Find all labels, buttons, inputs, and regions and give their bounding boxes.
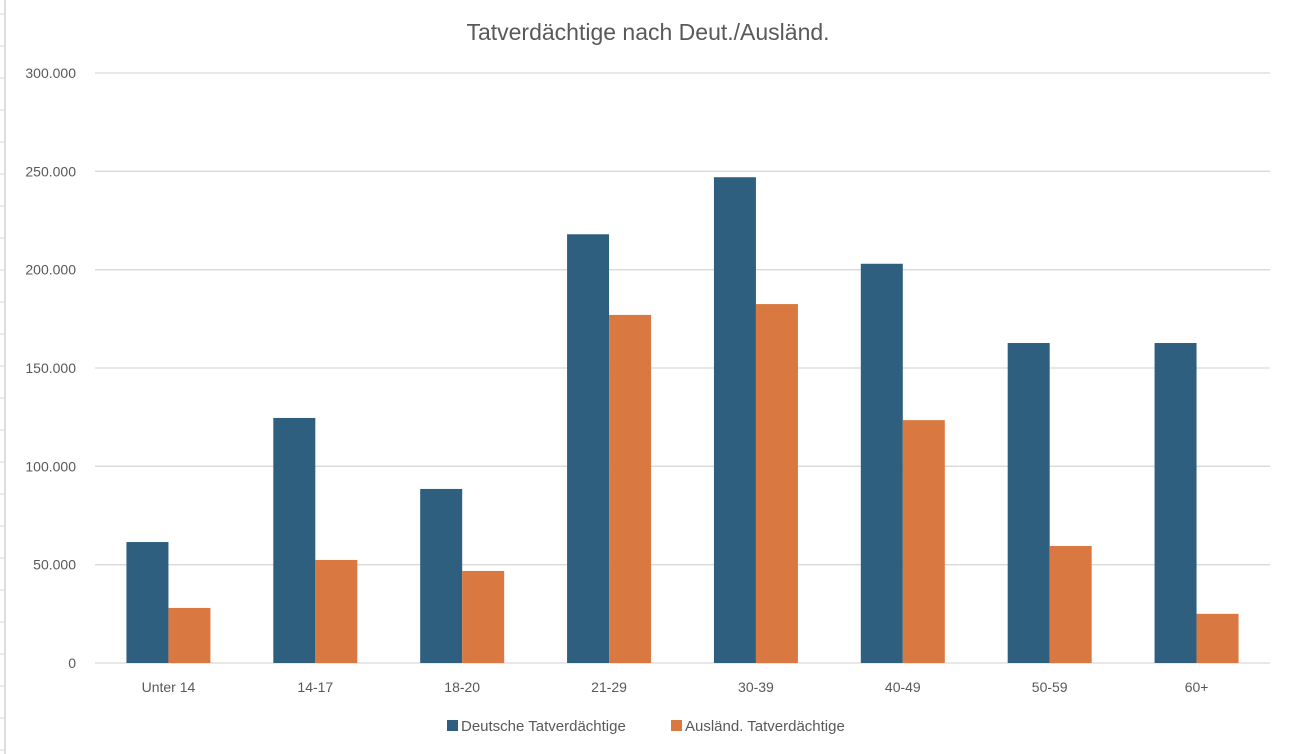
legend: Deutsche Tatverdächtige Ausländ. Tatverd… xyxy=(447,718,845,735)
bar-auslaend-18-20 xyxy=(462,570,505,663)
x-axis-ticks: Unter 14 14-17 18-20 21-29 30-39 40-49 50-59 60… xyxy=(142,679,1209,695)
y-tick-label: 150.000 xyxy=(25,360,76,376)
bar-deutsche-30-39 xyxy=(713,177,756,663)
y-tick-label: 50.000 xyxy=(33,557,76,573)
legend-label-deutsche: Deutsche Tatverdächtige xyxy=(461,718,626,735)
x-tick-label: 50-59 xyxy=(1032,679,1068,695)
gridlines xyxy=(95,72,1270,664)
bar-auslaend-50-59 xyxy=(1049,545,1092,663)
x-tick-label: 30-39 xyxy=(738,679,774,695)
x-tick-label: 21-29 xyxy=(591,679,627,695)
bar-deutsche-21-29 xyxy=(567,234,610,663)
y-axis-ticks: 0 50.000 100.000 150.000 200.000 250.000 300.0… xyxy=(25,65,76,671)
legend-label-auslaend: Ausländ. Tatverdächtige xyxy=(685,718,845,735)
y-tick-label: 200.000 xyxy=(25,262,76,278)
legend-swatch-deutsche xyxy=(447,720,458,731)
bar-auslaend-21-29 xyxy=(609,314,652,663)
x-tick-label: 18-20 xyxy=(444,679,480,695)
legend-swatch-auslaend xyxy=(671,720,682,731)
bar-deutsche-14-17 xyxy=(273,417,316,663)
x-tick-label: 14-17 xyxy=(297,679,333,695)
bar-auslaend-40-49 xyxy=(902,420,945,663)
bar-deutsche-18-20 xyxy=(420,488,463,663)
bar-auslaend-unter-14 xyxy=(168,607,211,663)
bar-deutsche-40-49 xyxy=(860,263,903,663)
chart-title: Tatverdächtige nach Deut./Ausländ. xyxy=(466,19,829,45)
bars xyxy=(126,177,1239,663)
y-tick-label: 100.000 xyxy=(25,458,76,474)
spreadsheet-edge xyxy=(0,0,6,754)
bar-auslaend-30-39 xyxy=(755,304,798,663)
y-tick-label: 0 xyxy=(68,655,76,671)
bar-auslaend-14-17 xyxy=(315,559,358,663)
x-tick-label: Unter 14 xyxy=(142,679,196,695)
x-tick-label: 60+ xyxy=(1185,679,1209,695)
bar-auslaend-60+ xyxy=(1196,613,1239,663)
bar-deutsche-60+ xyxy=(1154,343,1197,663)
x-tick-label: 40-49 xyxy=(885,679,921,695)
bar-deutsche-unter-14 xyxy=(126,542,169,663)
bar-deutsche-50-59 xyxy=(1007,343,1050,663)
y-tick-label: 300.000 xyxy=(25,65,76,81)
y-tick-label: 250.000 xyxy=(25,163,76,179)
